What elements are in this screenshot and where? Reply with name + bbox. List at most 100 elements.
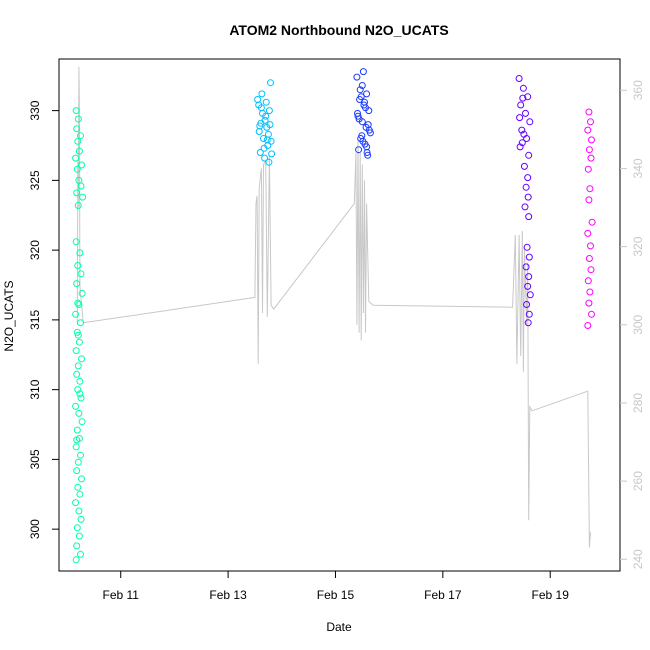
data-point	[585, 196, 593, 204]
data-point	[525, 253, 533, 261]
data-point	[72, 402, 80, 410]
data-point	[525, 151, 533, 159]
data-point	[78, 161, 85, 169]
data-point	[72, 310, 80, 318]
data-point	[78, 475, 85, 483]
series-4	[584, 108, 596, 329]
data-point	[587, 266, 595, 274]
data-point	[256, 149, 264, 156]
data-point	[524, 193, 532, 201]
data-point	[76, 490, 84, 498]
data-point	[75, 532, 83, 540]
data-point	[263, 123, 271, 131]
data-point	[354, 109, 361, 117]
data-point	[268, 150, 276, 158]
y-tick-label: 300	[28, 519, 42, 539]
data-point	[355, 146, 363, 154]
data-point	[587, 242, 594, 250]
data-point	[588, 310, 595, 318]
y-tick-label: 325	[28, 170, 42, 190]
data-point	[75, 147, 83, 155]
data-point	[584, 277, 592, 285]
data-point	[588, 218, 596, 226]
data-point	[521, 203, 529, 211]
data-point	[73, 165, 81, 173]
data-point	[72, 238, 80, 246]
series-0	[72, 107, 87, 564]
data-point	[75, 409, 83, 417]
data-point	[76, 390, 84, 398]
y-tick-label: 315	[28, 310, 42, 330]
data-point	[364, 121, 372, 129]
data-point	[77, 319, 84, 327]
data-point	[265, 158, 273, 166]
data-point	[76, 249, 84, 257]
data-point	[585, 108, 593, 116]
data-point	[526, 291, 534, 299]
data-point	[72, 556, 80, 564]
data-point	[357, 93, 365, 101]
data-point	[361, 98, 368, 106]
data-point	[75, 301, 83, 308]
data-point	[265, 107, 273, 115]
data-point	[584, 229, 592, 237]
data-point	[78, 289, 86, 297]
data-point	[73, 189, 81, 197]
data-point	[522, 263, 530, 271]
data-point	[364, 151, 372, 159]
data-point	[587, 118, 594, 126]
data-point	[77, 132, 84, 140]
y-axis-label: N2O_UCATS	[2, 280, 16, 351]
data-point	[262, 98, 270, 106]
data-point	[525, 213, 533, 221]
data-point	[523, 243, 531, 251]
x-axis: Feb 11 Feb 13 Feb 15 Feb 17 Feb 19	[103, 571, 569, 602]
data-point	[522, 109, 529, 117]
data-point	[77, 515, 85, 523]
chart-title: ATOM2 Northbound N2O_UCATS	[229, 22, 448, 38]
data-point	[75, 507, 83, 515]
data-point	[77, 394, 85, 402]
data-point	[519, 84, 527, 92]
data-point	[587, 154, 595, 162]
data-point	[358, 82, 366, 89]
data-point	[518, 139, 526, 147]
x-tick-label: Feb 17	[424, 588, 462, 602]
data-point	[74, 115, 82, 123]
y-tick-label: 320	[28, 240, 42, 260]
data-point	[74, 458, 82, 466]
y-axis-left: 300 305 310 315 320 325 330	[28, 100, 59, 539]
y-tick-label: 305	[28, 449, 42, 469]
data-point	[72, 499, 80, 507]
data-point	[516, 114, 524, 122]
data-point	[524, 93, 532, 101]
y2-tick-label: 280	[631, 393, 645, 413]
data-point	[585, 299, 593, 307]
data-point	[74, 137, 82, 145]
data-points-layer	[72, 68, 596, 564]
data-point	[584, 126, 592, 134]
data-point	[72, 443, 80, 451]
data-point	[72, 154, 80, 162]
data-point	[585, 146, 593, 154]
data-point	[260, 144, 268, 152]
data-point	[584, 165, 592, 173]
data-point	[77, 451, 84, 459]
data-point	[525, 310, 533, 318]
data-point	[267, 137, 275, 145]
data-point	[73, 426, 81, 434]
secondary-line-layer	[76, 66, 591, 548]
data-point	[77, 182, 85, 190]
data-point	[516, 143, 524, 151]
data-point	[74, 299, 82, 307]
y-axis-right: 240 260 280 300 320 340 360	[620, 80, 645, 569]
data-point	[517, 101, 525, 109]
data-point	[255, 101, 263, 109]
data-point	[77, 550, 84, 558]
y2-tick-label: 240	[631, 549, 645, 569]
plot-frame	[58, 58, 621, 572]
data-point	[523, 301, 531, 308]
data-point	[75, 338, 83, 346]
data-point	[263, 136, 271, 144]
